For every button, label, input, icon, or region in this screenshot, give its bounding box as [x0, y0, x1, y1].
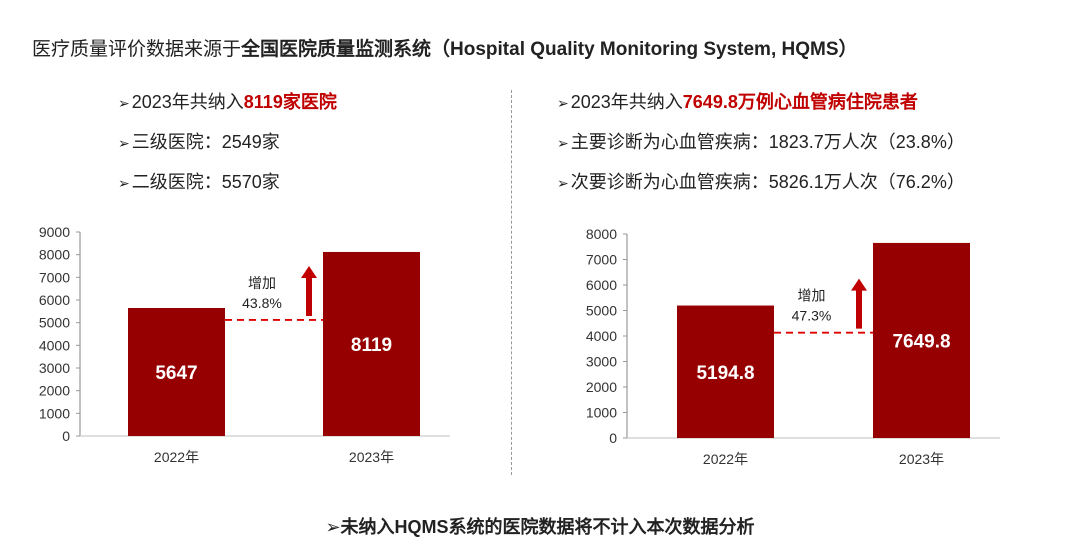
y-tick-label: 2000	[586, 379, 617, 395]
up-arrow-icon	[851, 278, 867, 329]
data-label: 7649.8	[892, 331, 950, 352]
arrow-icon: ➢	[118, 175, 130, 191]
x-tick-label: 2022年	[703, 451, 748, 467]
bar-2022年	[128, 308, 225, 436]
y-tick-label: 4000	[586, 328, 617, 344]
arrow-icon: ➢	[118, 95, 130, 111]
footer-note: ➢未纳入HQMS系统的医院数据将不计入本次数据分析	[0, 513, 1080, 539]
hospital-bullets: ➢ 2023年共纳入8119家医院 ➢ 三级医院：2549家 ➢ 二级医院：5570家	[118, 83, 337, 203]
bar-2023年	[323, 251, 420, 436]
up-arrow-icon	[301, 265, 317, 316]
y-tick-label: 6000	[39, 292, 70, 308]
bullet-secondary-diagnosis: ➢ 次要诊断为心血管疾病：5826.1万人次（76.2%）	[557, 163, 965, 203]
bullet-total-hospitals: ➢ 2023年共纳入8119家医院	[118, 83, 337, 123]
bullet-highlight: 8119家医院	[243, 92, 337, 112]
growth-annotation-label: 增加	[248, 275, 276, 291]
x-tick-label: 2023年	[899, 451, 944, 467]
bullet-text: 二级医院：5570家	[131, 172, 280, 192]
y-tick-label: 0	[609, 430, 617, 446]
data-label: 8119	[351, 335, 392, 356]
bullet-text: 主要诊断为心血管疾病：1823.7万人次（23.8%）	[570, 132, 965, 152]
data-label: 5647	[155, 363, 197, 384]
bullet-tertiary: ➢ 三级医院：2549家	[118, 123, 337, 163]
bullet-primary-diagnosis: ➢ 主要诊断为心血管疾病：1823.7万人次（23.8%）	[557, 123, 965, 163]
arrow-icon: ➢	[557, 175, 569, 191]
bar-2022年	[677, 305, 774, 438]
section-divider	[511, 90, 512, 475]
arrow-icon: ➢	[557, 135, 569, 151]
x-tick-label: 2022年	[154, 449, 199, 465]
arrow-icon: ➢	[557, 95, 569, 111]
growth-annotation-value: 43.8%	[242, 295, 282, 311]
y-tick-label: 9000	[39, 224, 70, 240]
page-title: 医疗质量评价数据来源于全国医院质量监测系统（Hospital Quality M…	[32, 34, 858, 61]
x-tick-label: 2023年	[349, 449, 394, 465]
patient-bullets: ➢ 2023年共纳入7649.8万例心血管病住院患者 ➢ 主要诊断为心血管疾病：18…	[557, 83, 965, 203]
y-tick-label: 3000	[39, 360, 70, 376]
growth-annotation-value: 47.3%	[792, 308, 832, 324]
arrow-icon: ➢	[118, 135, 130, 151]
y-tick-label: 0	[62, 428, 70, 444]
y-tick-label: 1000	[586, 405, 617, 421]
bullet-text: 三级医院：2549家	[131, 132, 280, 152]
y-tick-label: 8000	[39, 247, 70, 263]
bullet-highlight: 7649.8万例心血管病住院患者	[682, 92, 918, 112]
bullet-secondary: ➢ 二级医院：5570家	[118, 163, 337, 203]
bullet-text: 次要诊断为心血管疾病：5826.1万人次（76.2%）	[570, 172, 965, 192]
bar-2023年	[873, 242, 970, 438]
y-tick-label: 7000	[39, 269, 70, 285]
data-label: 5194.8	[696, 363, 754, 384]
y-tick-label: 6000	[586, 277, 617, 293]
bullet-total-patients: ➢ 2023年共纳入7649.8万例心血管病住院患者	[557, 83, 965, 123]
y-tick-label: 1000	[39, 405, 70, 421]
y-tick-label: 4000	[39, 337, 70, 353]
footer-text: 未纳入HQMS系统的医院数据将不计入本次数据分析	[340, 517, 755, 537]
y-tick-label: 8000	[586, 226, 617, 242]
bullet-text: 2023年共纳入	[570, 92, 683, 112]
arrow-icon: ➢	[325, 517, 341, 537]
title-bold: 全国医院质量监测系统（Hospital Quality Monitoring S…	[241, 39, 858, 60]
y-tick-label: 2000	[39, 383, 70, 399]
title-prefix: 医疗质量评价数据来源于	[32, 39, 242, 60]
growth-annotation-label: 增加	[798, 288, 826, 304]
y-tick-label: 5000	[586, 303, 617, 319]
y-tick-label: 3000	[586, 354, 617, 370]
y-tick-label: 5000	[39, 315, 70, 331]
bullet-text: 2023年共纳入	[131, 92, 244, 112]
y-tick-label: 7000	[586, 252, 617, 268]
